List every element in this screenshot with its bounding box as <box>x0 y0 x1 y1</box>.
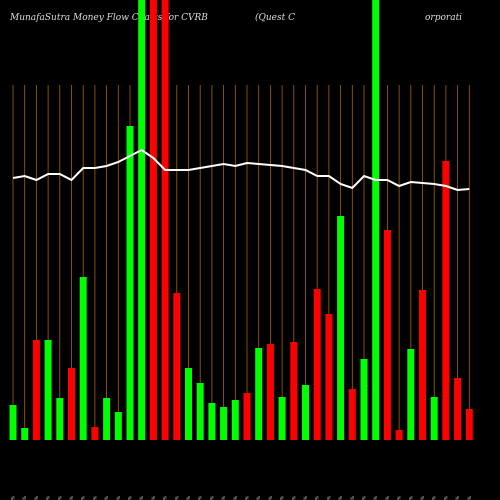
bar <box>419 290 426 440</box>
x-tick-label: 1.72 5.49% <box>467 495 473 500</box>
bar <box>161 0 169 440</box>
bar <box>68 368 75 440</box>
x-tick-label: 1.97 0.51% <box>291 495 297 500</box>
plot <box>9 0 473 440</box>
line <box>12 148 470 192</box>
bar <box>454 378 462 440</box>
bar <box>185 368 192 440</box>
bar <box>243 393 251 440</box>
bar <box>114 412 122 440</box>
bar <box>383 230 391 440</box>
bar <box>337 216 345 440</box>
bar <box>220 407 228 440</box>
x-tick-label: 1.82 2.67% <box>455 495 461 500</box>
bar <box>290 342 298 440</box>
bar <box>255 348 263 440</box>
x-tick-label: 1.88 1.57% <box>326 495 332 500</box>
x-tick-label: 1.95 1.02% <box>303 495 309 500</box>
bar <box>208 403 216 440</box>
x-tick-label: 2.00 2.04% <box>209 495 215 500</box>
x-tick-label: 1.94 3.96% <box>163 495 169 500</box>
bar <box>278 397 286 440</box>
chart-subtitle: (Quest C <box>255 12 295 23</box>
x-tick-label: 1.91 2.05% <box>315 495 321 500</box>
bar <box>231 400 239 440</box>
x-tick-label: 1.85 0.54% <box>432 495 438 500</box>
x-tick-label: 2.00 0.99% <box>245 495 251 500</box>
bar <box>103 398 111 440</box>
bar <box>138 0 146 440</box>
bar <box>302 385 309 440</box>
x-tick-label: 1.77 0.19% <box>34 495 40 500</box>
bar <box>442 161 450 440</box>
bar <box>173 293 181 440</box>
x-tick-label: 1.86 1.06% <box>373 495 379 500</box>
bar <box>372 0 380 440</box>
x-tick-label: 2.02 1.46% <box>233 495 239 500</box>
bar <box>9 405 17 440</box>
x-tick-label: 1.93 0.52% <box>174 495 180 500</box>
bar <box>313 289 321 440</box>
x-tick-label: 1.82 2.67% <box>408 495 414 500</box>
x-tick-label: 1.82 2.67% <box>350 495 356 500</box>
bar <box>149 0 157 440</box>
bar <box>348 389 356 440</box>
x-tick-label: 1.87 0.53% <box>338 495 344 500</box>
x-tick-label: 1.78 3.26% <box>92 495 98 500</box>
bar <box>325 314 333 440</box>
x-tick-label: 2.02 1.94% <box>151 495 157 500</box>
x-tick-label: 1.88 3.3% <box>362 495 368 500</box>
bar <box>32 340 40 440</box>
bar <box>360 359 368 440</box>
bar <box>395 430 403 440</box>
x-tick-label: 2.02 1.00% <box>256 495 262 500</box>
x-tick-label: 2.01 0.5% <box>268 495 274 500</box>
x-tick-label: 1.87 1.08% <box>443 495 449 500</box>
x-tick-label: 1.74 1.05% <box>11 495 17 500</box>
bar <box>21 428 29 440</box>
bar <box>407 349 415 440</box>
x-tick-label: 1.82 1.1% <box>116 495 122 500</box>
x-tick-label: 1.96 1.55% <box>186 495 192 500</box>
x-tick-label: 1.87 0.53% <box>397 495 403 500</box>
x-tick-label: 1.84 3.37% <box>104 495 110 500</box>
chart-subtitle: orporati <box>425 13 462 23</box>
bar <box>266 344 274 440</box>
x-tick-label: 1.84 2.29% <box>81 495 87 500</box>
bar <box>91 427 99 440</box>
bar <box>126 126 134 440</box>
x-tick-label: 1.98 1.49% <box>280 495 286 500</box>
x-tick-label: 1.81 1.99% <box>46 495 52 500</box>
bar <box>196 383 204 440</box>
bar <box>465 409 473 440</box>
x-tick-label: 1.88 1.08% <box>385 495 391 500</box>
bar <box>44 340 52 440</box>
x-tick-label: 2.05 2.5% <box>221 495 227 500</box>
x-tick-label: 1.78 0.46% <box>57 495 63 500</box>
x-tick-label: 1.84 1.1% <box>420 495 426 500</box>
bar <box>430 397 438 440</box>
x-tick-label: 2.06 15.09% <box>139 495 145 500</box>
x-tick-label: 1.80 1.69% <box>69 495 75 500</box>
x-tick-label: 1.77 1.5% <box>22 495 28 500</box>
bar <box>56 398 64 440</box>
x-tick-label: 1.79 1.65% <box>128 495 134 500</box>
chart-title: MunafaSutra Money Flow Charts for CVRB <box>9 13 208 23</box>
x-tick-label: 1.96 0.51% <box>198 495 204 500</box>
bar <box>79 277 87 440</box>
